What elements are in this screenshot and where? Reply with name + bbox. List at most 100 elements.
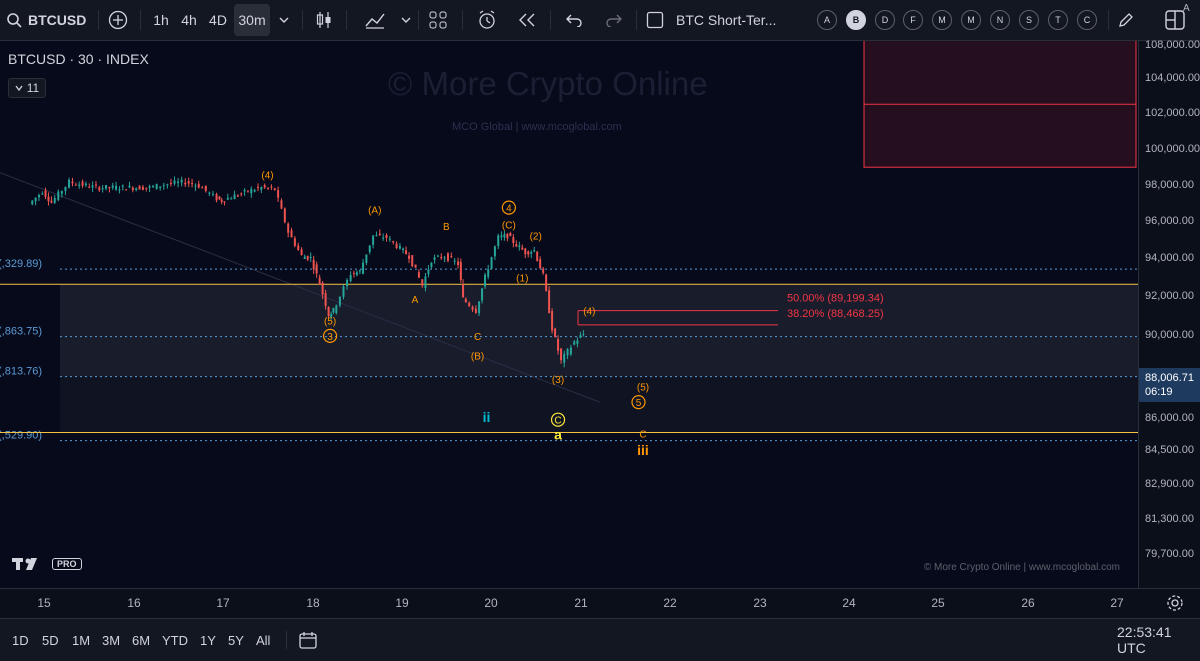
layout-box-button[interactable] xyxy=(642,0,668,40)
layout-name[interactable]: BTC Short-Ter... xyxy=(676,12,777,28)
range-1y[interactable]: 1Y xyxy=(200,632,216,648)
symbol-search-button[interactable]: BTCUSD xyxy=(6,0,96,40)
interval-1h[interactable]: 1h xyxy=(153,12,169,28)
layout-grid-icon xyxy=(1165,10,1185,30)
candle-body xyxy=(388,238,391,240)
toolbar-circle-s[interactable]: S xyxy=(1019,10,1039,30)
search-icon xyxy=(7,13,22,28)
candle-body xyxy=(280,200,283,209)
toolbar-circle-m2[interactable]: M xyxy=(961,10,981,30)
level-label-1: (,863.75) xyxy=(0,326,42,338)
range-3m[interactable]: 3M xyxy=(102,632,121,648)
indicators-dropdown[interactable] xyxy=(396,0,416,40)
replay-button[interactable] xyxy=(514,0,540,40)
candle-body xyxy=(518,245,521,248)
x-tick-25: 25 xyxy=(931,596,945,610)
alert-button[interactable] xyxy=(474,0,500,40)
range-1d[interactable]: 1D xyxy=(12,632,29,648)
candle-body xyxy=(141,186,144,190)
candle-body xyxy=(78,184,81,186)
toolbar-circle-t[interactable]: T xyxy=(1048,10,1068,30)
layout-split-button[interactable] xyxy=(1160,0,1190,40)
candle-body xyxy=(402,248,405,251)
toolbar-circle-f[interactable]: F xyxy=(903,10,923,30)
candle-body xyxy=(184,182,187,185)
candle-body xyxy=(125,189,128,191)
price-chart-svg[interactable]: (,329.89) (,863.75) (,813.76) (,529.90) 50.0… xyxy=(0,41,1138,588)
toolbar-circle-c[interactable]: C xyxy=(1077,10,1097,30)
interval-4d[interactable]: 4D xyxy=(209,12,227,28)
range-ytd[interactable]: YTD xyxy=(162,632,188,648)
candle-body xyxy=(481,288,484,301)
candle-body xyxy=(530,252,533,254)
wave-label-10: (C) xyxy=(502,220,516,231)
range-1m[interactable]: 1M xyxy=(72,632,91,648)
drawing-button[interactable] xyxy=(1114,0,1138,40)
candle-body xyxy=(94,184,97,186)
candle-body xyxy=(327,306,330,316)
candle-body xyxy=(453,260,456,262)
chevron-down-icon xyxy=(401,17,411,23)
wave-label-9: 4 xyxy=(506,204,512,215)
candle-body xyxy=(382,237,385,239)
wave-label-circle-16 xyxy=(631,395,646,410)
templates-button[interactable] xyxy=(426,0,450,40)
x-tick-15: 15 xyxy=(37,596,51,610)
candle-body xyxy=(471,306,474,310)
range-5d[interactable]: 5D xyxy=(42,632,59,648)
undo-button[interactable] xyxy=(562,0,586,40)
range-5y[interactable]: 5Y xyxy=(228,632,244,648)
candle-body xyxy=(490,257,493,269)
compare-symbol-button[interactable] xyxy=(106,0,130,40)
undo-icon xyxy=(566,14,582,27)
range-all[interactable]: All xyxy=(256,632,271,648)
candle-body xyxy=(283,208,286,223)
current-price: 88,006.71 xyxy=(1145,372,1194,384)
candle-body xyxy=(118,189,121,191)
price-axis[interactable]: 108,000.00 104,000.00 102,000.00 100,000… xyxy=(1138,3,1200,588)
candle-body xyxy=(155,183,158,190)
candle-body xyxy=(352,272,355,274)
y-tick-92000: 92,000.00 xyxy=(1145,290,1194,302)
interval-dropdown[interactable] xyxy=(274,0,294,40)
time-axis[interactable]: 15 16 17 18 19 20 21 22 23 24 25 26 27 xyxy=(0,588,1200,619)
candle-body xyxy=(148,186,151,188)
toolbar-circle-b[interactable]: B xyxy=(846,10,866,30)
wave-label-circle-9 xyxy=(501,200,516,215)
y-tick-100000: 100,000.00 xyxy=(1145,143,1200,155)
candle-body xyxy=(408,255,411,259)
toolbar-circle-a[interactable]: A xyxy=(817,10,837,30)
candle-body xyxy=(309,256,312,258)
indicators-button[interactable] xyxy=(362,0,388,40)
goto-date-button[interactable] xyxy=(298,619,318,661)
redo-button[interactable] xyxy=(602,0,626,40)
candle-body xyxy=(392,241,395,243)
wave-label-4: (A) xyxy=(368,205,381,216)
toolbar-circle-d[interactable]: D xyxy=(875,10,895,30)
auto-scale-button[interactable]: A xyxy=(1183,3,1190,14)
range-6m[interactable]: 6M xyxy=(132,632,151,648)
chart-type-button[interactable] xyxy=(312,0,336,40)
interval-30m[interactable]: 30m xyxy=(234,4,270,36)
bottom-toolbar: 1D 5D 1M 3M 6M YTD 1Y 5Y All 22:53:41 UT… xyxy=(0,618,1200,661)
tradingview-logo[interactable]: PRO xyxy=(12,556,82,572)
utc-clock[interactable]: 22:53:41 UTC xyxy=(1117,624,1172,656)
axis-settings-button[interactable] xyxy=(1166,594,1184,617)
toolbar-circle-n[interactable]: N xyxy=(990,10,1010,30)
chart-pane[interactable]: © More Crypto Online MCO Global | www.mc… xyxy=(0,41,1138,588)
candle-body xyxy=(446,253,449,261)
pro-badge: PRO xyxy=(52,558,82,570)
candle-body xyxy=(57,191,60,201)
x-tick-22: 22 xyxy=(663,596,677,610)
wave-label-15: (5) xyxy=(637,383,649,394)
indicator-count-toggle[interactable]: 11 xyxy=(8,78,46,98)
toolbar-circle-m1[interactable]: M xyxy=(932,10,952,30)
wave-label-8: (B) xyxy=(471,351,484,362)
candle-body xyxy=(201,187,204,189)
candle-body xyxy=(474,308,477,313)
interval-4h[interactable]: 4h xyxy=(181,12,197,28)
candle-body xyxy=(50,200,53,203)
y-tick-104000: 104,000.00 xyxy=(1145,72,1200,84)
watermark-footer: © More Crypto Online | www.mcoglobal.com xyxy=(923,562,1120,573)
y-tick-82900: 82,900.00 xyxy=(1145,478,1194,490)
